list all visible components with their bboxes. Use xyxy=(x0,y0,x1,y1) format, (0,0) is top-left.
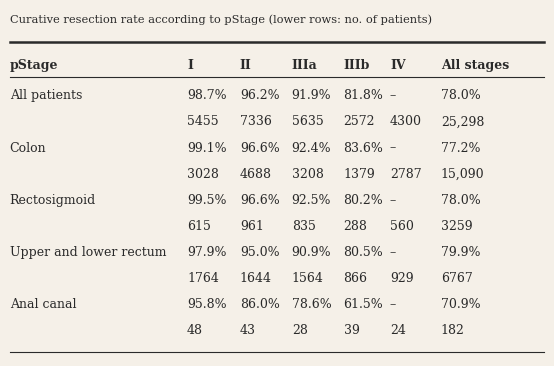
Text: 961: 961 xyxy=(240,220,264,233)
Text: –: – xyxy=(390,246,396,259)
Text: 7336: 7336 xyxy=(240,115,272,128)
Text: Rectosigmoid: Rectosigmoid xyxy=(9,194,96,207)
Text: 2572: 2572 xyxy=(343,115,375,128)
Text: 96.2%: 96.2% xyxy=(240,89,280,102)
Text: 83.6%: 83.6% xyxy=(343,142,383,154)
Text: Upper and lower rectum: Upper and lower rectum xyxy=(9,246,166,259)
Text: 81.8%: 81.8% xyxy=(343,89,383,102)
Text: 866: 866 xyxy=(343,272,367,285)
Text: 2787: 2787 xyxy=(390,168,422,180)
Text: 95.0%: 95.0% xyxy=(240,246,280,259)
Text: 28: 28 xyxy=(292,324,307,337)
Text: 78.0%: 78.0% xyxy=(440,89,480,102)
Text: 1564: 1564 xyxy=(292,272,324,285)
Text: 929: 929 xyxy=(390,272,414,285)
Text: 3259: 3259 xyxy=(440,220,473,233)
Text: 3208: 3208 xyxy=(292,168,324,180)
Text: 3028: 3028 xyxy=(187,168,219,180)
Text: II: II xyxy=(240,59,252,71)
Text: All patients: All patients xyxy=(9,89,82,102)
Text: IV: IV xyxy=(390,59,406,71)
Text: 99.1%: 99.1% xyxy=(187,142,227,154)
Text: 43: 43 xyxy=(240,324,256,337)
Text: IIIa: IIIa xyxy=(292,59,317,71)
Text: I: I xyxy=(187,59,193,71)
Text: 70.9%: 70.9% xyxy=(440,298,480,311)
Text: Anal canal: Anal canal xyxy=(9,298,76,311)
Text: 560: 560 xyxy=(390,220,414,233)
Text: –: – xyxy=(390,298,396,311)
Text: IIIb: IIIb xyxy=(343,59,370,71)
Text: 15,090: 15,090 xyxy=(440,168,484,180)
Text: 98.7%: 98.7% xyxy=(187,89,227,102)
Text: 97.9%: 97.9% xyxy=(187,246,227,259)
Text: 5455: 5455 xyxy=(187,115,219,128)
Text: 4688: 4688 xyxy=(240,168,272,180)
Text: 48: 48 xyxy=(187,324,203,337)
Text: 77.2%: 77.2% xyxy=(440,142,480,154)
Text: Colon: Colon xyxy=(9,142,46,154)
Text: 78.6%: 78.6% xyxy=(292,298,331,311)
Text: 80.2%: 80.2% xyxy=(343,194,383,207)
Text: –: – xyxy=(390,194,396,207)
Text: All stages: All stages xyxy=(440,59,509,71)
Text: 1644: 1644 xyxy=(240,272,272,285)
Text: 6767: 6767 xyxy=(440,272,473,285)
Text: 95.8%: 95.8% xyxy=(187,298,227,311)
Text: 24: 24 xyxy=(390,324,406,337)
Text: 25,298: 25,298 xyxy=(440,115,484,128)
Text: 615: 615 xyxy=(187,220,211,233)
Text: 90.9%: 90.9% xyxy=(292,246,331,259)
Text: 182: 182 xyxy=(440,324,465,337)
Text: 1379: 1379 xyxy=(343,168,375,180)
Text: –: – xyxy=(390,89,396,102)
Text: pStage: pStage xyxy=(9,59,58,71)
Text: 96.6%: 96.6% xyxy=(240,194,280,207)
Text: 86.0%: 86.0% xyxy=(240,298,280,311)
Text: 92.5%: 92.5% xyxy=(292,194,331,207)
Text: 99.5%: 99.5% xyxy=(187,194,227,207)
Text: 79.9%: 79.9% xyxy=(440,246,480,259)
Text: 80.5%: 80.5% xyxy=(343,246,383,259)
Text: 835: 835 xyxy=(292,220,316,233)
Text: 5635: 5635 xyxy=(292,115,324,128)
Text: –: – xyxy=(390,142,396,154)
Text: 4300: 4300 xyxy=(390,115,422,128)
Text: 96.6%: 96.6% xyxy=(240,142,280,154)
Text: 1764: 1764 xyxy=(187,272,219,285)
Text: 91.9%: 91.9% xyxy=(292,89,331,102)
Text: 92.4%: 92.4% xyxy=(292,142,331,154)
Text: Curative resection rate according to pStage (lower rows: no. of patients): Curative resection rate according to pSt… xyxy=(9,15,432,26)
Text: 78.0%: 78.0% xyxy=(440,194,480,207)
Text: 61.5%: 61.5% xyxy=(343,298,383,311)
Text: 39: 39 xyxy=(343,324,360,337)
Text: 288: 288 xyxy=(343,220,367,233)
